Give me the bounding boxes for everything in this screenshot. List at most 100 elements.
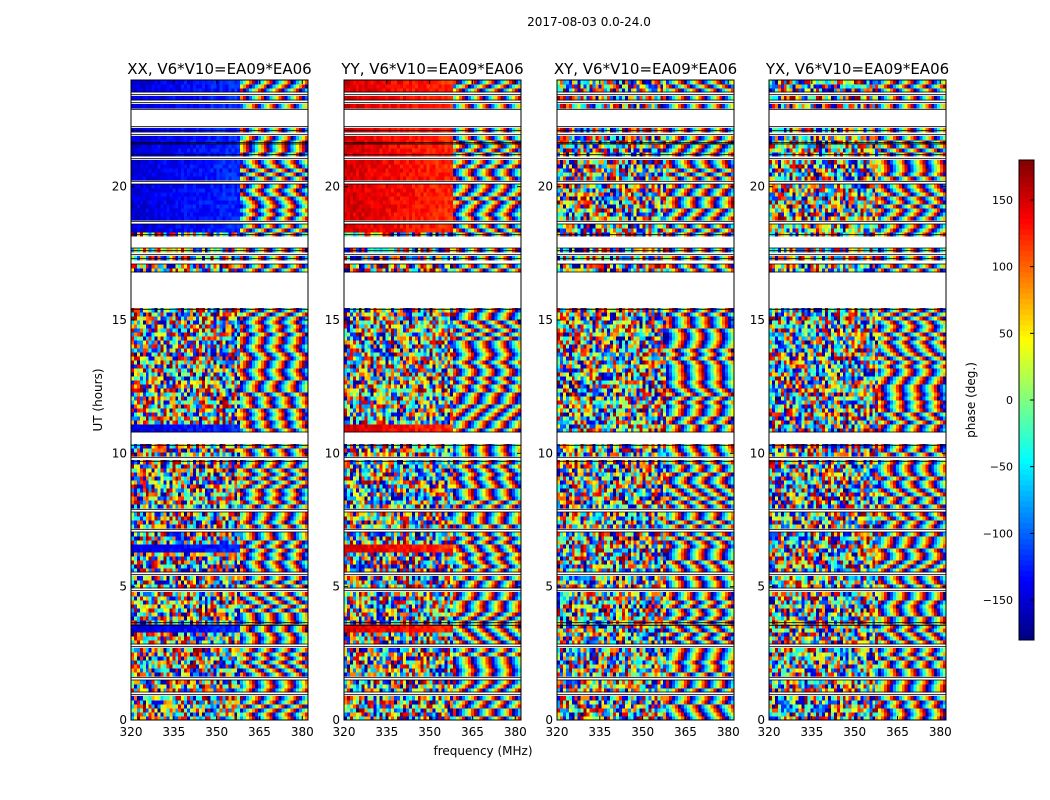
- heatmap-cell: [290, 468, 294, 473]
- heatmap-cell: [284, 592, 288, 597]
- heatmap-cell: [251, 388, 256, 393]
- heatmap-cell: [148, 708, 152, 713]
- heatmap-cell: [210, 608, 214, 613]
- heatmap-cell: [216, 548, 220, 553]
- heatmap-cell: [204, 616, 208, 621]
- heatmap-cell: [246, 556, 250, 561]
- heatmap-cell: [142, 604, 147, 609]
- heatmap-cell: [201, 524, 206, 529]
- heatmap-cell: [287, 596, 291, 601]
- heatmap-cell: [287, 492, 291, 497]
- heatmap-cell: [213, 548, 217, 553]
- heatmap-cell: [178, 592, 182, 597]
- heatmap-cell: [269, 608, 273, 613]
- heatmap-cell: [166, 540, 170, 545]
- heatmap-cell: [260, 492, 265, 497]
- heatmap-cell: [192, 552, 197, 557]
- heatmap-cell: [260, 652, 265, 657]
- heatmap-cell: [133, 464, 138, 469]
- heatmap-cell: [207, 424, 211, 429]
- heatmap-cell: [136, 552, 141, 557]
- heatmap-cell: [204, 516, 208, 521]
- heatmap-cell: [257, 668, 262, 673]
- heatmap-cell: [305, 640, 309, 645]
- heatmap-cell: [136, 620, 141, 625]
- heatmap-cell: [139, 604, 144, 609]
- heatmap-cell: [178, 652, 182, 657]
- heatmap-cell: [204, 396, 208, 401]
- heatmap-cell: [192, 380, 197, 385]
- heatmap-cell: [154, 656, 158, 661]
- heatmap-cell: [251, 476, 256, 481]
- heatmap-cell: [254, 524, 259, 529]
- heatmap-cell: [269, 480, 273, 485]
- heatmap-cell: [249, 648, 253, 653]
- heatmap-cell: [284, 492, 288, 497]
- heatmap-cell: [263, 712, 267, 717]
- heatmap-cell: [240, 616, 244, 621]
- heatmap-cell: [219, 368, 223, 373]
- heatmap-cell: [219, 704, 223, 709]
- heatmap-cell: [160, 620, 164, 625]
- heatmap-cell: [249, 548, 253, 553]
- heatmap-cell: [204, 620, 208, 625]
- heatmap-cell: [210, 604, 214, 609]
- heatmap-cell: [204, 596, 208, 601]
- heatmap-cell: [160, 356, 164, 361]
- heatmap-cell: [163, 520, 167, 525]
- heatmap-cell: [240, 652, 244, 657]
- heatmap-cell: [210, 388, 214, 393]
- heatmap-cell: [160, 424, 164, 429]
- heatmap-cell: [254, 444, 259, 449]
- heatmap-cell: [169, 648, 173, 653]
- heatmap-cell: [251, 596, 256, 601]
- heatmap-cell: [192, 444, 197, 449]
- heatmap-cell: [136, 428, 141, 433]
- heatmap-cell: [172, 620, 176, 625]
- heatmap-cell: [145, 448, 149, 453]
- heatmap-cell: [169, 492, 173, 497]
- heatmap-cell: [237, 672, 241, 677]
- heatmap-cell: [243, 624, 247, 629]
- heatmap-cell: [296, 652, 300, 657]
- heatmap-cell: [263, 684, 267, 689]
- heatmap-cell: [287, 684, 291, 689]
- heatmap-cell: [260, 344, 265, 349]
- heatmap-cell: [133, 636, 138, 641]
- heatmap-cell: [178, 516, 182, 521]
- heatmap-cell: [192, 400, 197, 405]
- heatmap-cell: [228, 604, 232, 609]
- heatmap-cell: [263, 484, 267, 489]
- heatmap-cell: [213, 360, 217, 365]
- heatmap-cell: [145, 580, 149, 585]
- heatmap-cell: [249, 352, 253, 357]
- heatmap-cell: [204, 464, 208, 469]
- heatmap-cell: [181, 488, 185, 493]
- heatmap-cell: [305, 616, 309, 621]
- heatmap-cell: [145, 624, 149, 629]
- heatmap-cell: [234, 488, 238, 493]
- heatmap-cell: [249, 604, 253, 609]
- heatmap-cell: [198, 368, 203, 373]
- heatmap-cell: [145, 648, 149, 653]
- heatmap-cell: [148, 344, 152, 349]
- heatmap-cell: [195, 648, 200, 653]
- heatmap-cell: [210, 600, 214, 605]
- heatmap-cell: [201, 624, 206, 629]
- heatmap-cell: [281, 544, 285, 549]
- heatmap-cell: [160, 544, 164, 549]
- heatmap-cell: [246, 424, 250, 429]
- heatmap-cell: [201, 580, 206, 585]
- heatmap-cell: [157, 480, 161, 485]
- heatmap-cell: [175, 524, 179, 529]
- heatmap-cell: [275, 604, 279, 609]
- heatmap-cell: [228, 356, 232, 361]
- heatmap-cell: [210, 468, 214, 473]
- heatmap-cell: [219, 396, 223, 401]
- heatmap-cell: [275, 524, 279, 529]
- heatmap-cell: [231, 688, 235, 693]
- heatmap-cell: [225, 392, 229, 397]
- heatmap-cell: [204, 668, 208, 673]
- heatmap-cell: [263, 696, 267, 701]
- heatmap-cell: [225, 468, 229, 473]
